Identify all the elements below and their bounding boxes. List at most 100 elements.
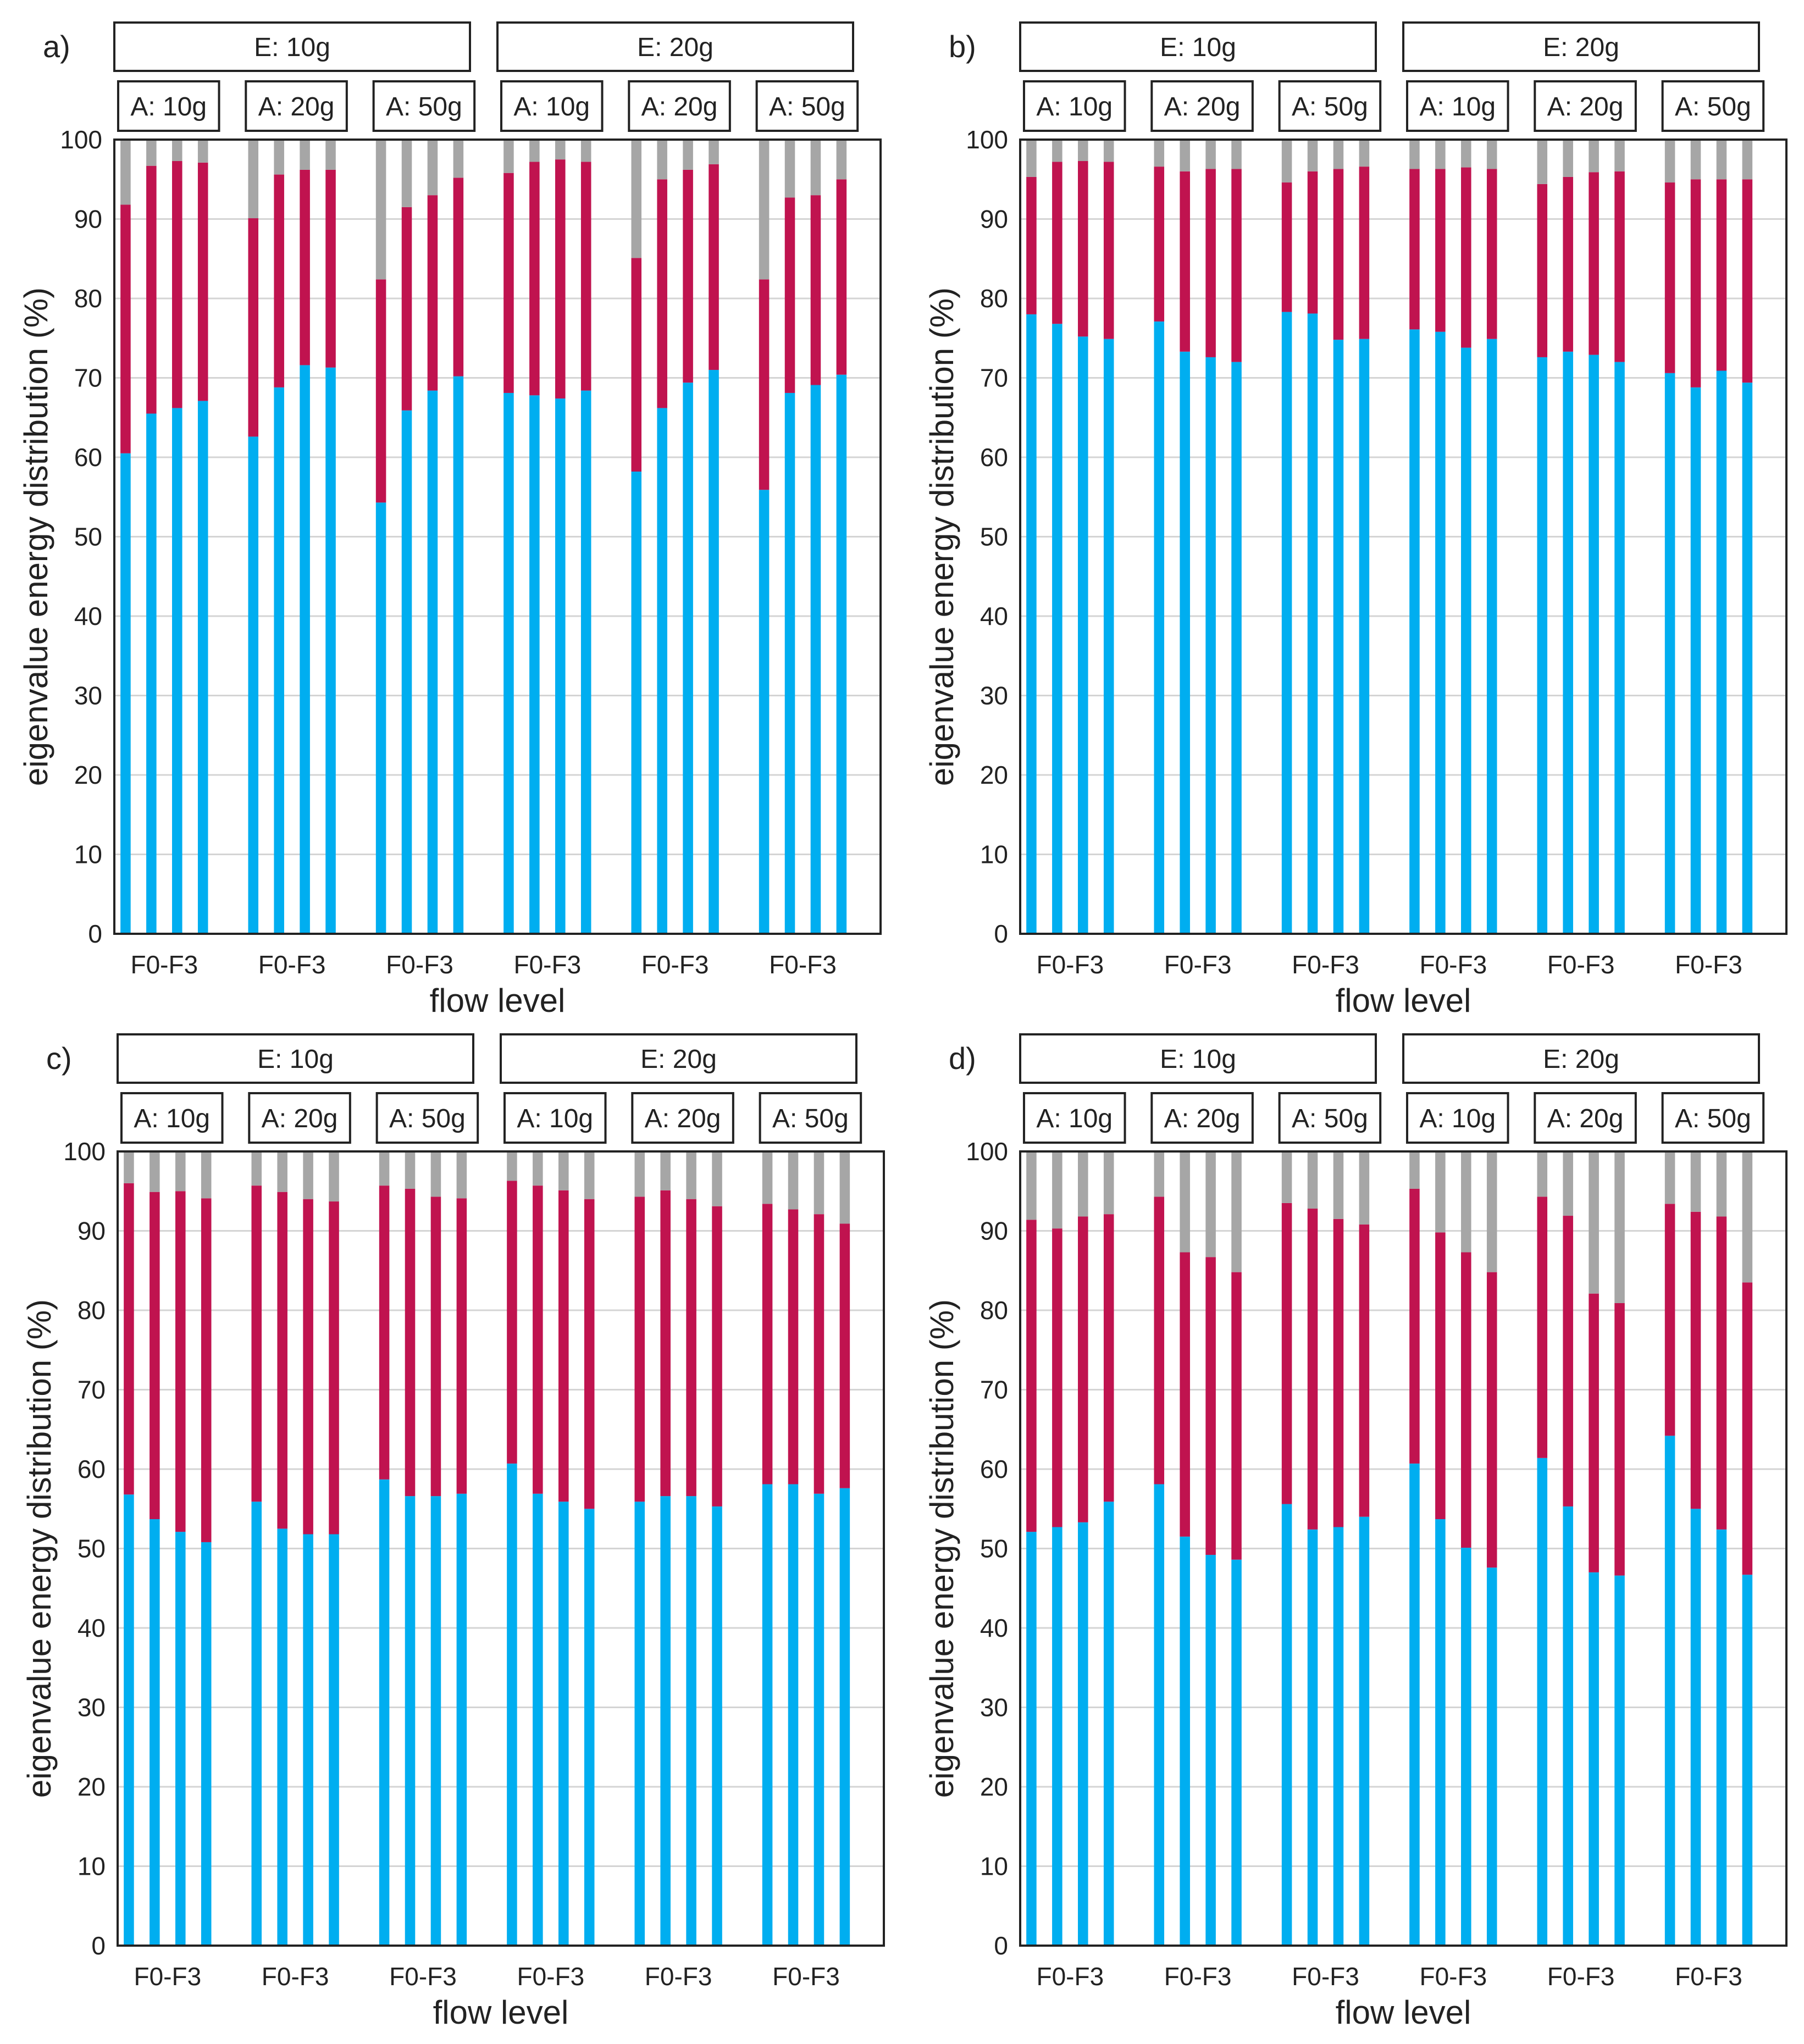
bar-segment-component3 xyxy=(1716,140,1727,180)
y-tick-label: 60 xyxy=(78,1455,106,1483)
a-group-box xyxy=(372,80,476,132)
e-group-label: E: 20g xyxy=(1543,33,1619,62)
bar-segment-component1 xyxy=(762,1484,773,1946)
bar-segment-component2 xyxy=(580,162,591,391)
a-group-label: A: 20g xyxy=(645,1104,721,1133)
bar-segment-component3 xyxy=(1589,140,1599,173)
x-category-label: F0-F3 xyxy=(1292,950,1359,979)
bar-segment-component3 xyxy=(1563,1151,1573,1216)
bar-segment-component1 xyxy=(1664,1436,1675,1946)
bar-segment-component2 xyxy=(788,1209,799,1484)
y-tick-label: 100 xyxy=(60,125,102,154)
bar-segment-component2 xyxy=(303,1199,313,1535)
e-group-box xyxy=(1402,21,1760,72)
e-group-label: E: 10g xyxy=(254,33,330,62)
a-group-box xyxy=(248,1092,351,1144)
bar-segment-component3 xyxy=(507,1151,517,1181)
bar-segment-component1 xyxy=(1435,1519,1446,1946)
a-group-box xyxy=(1022,1092,1126,1144)
bar-segment-component3 xyxy=(1359,1151,1370,1225)
bar-segment-component3 xyxy=(555,140,566,160)
bar-segment-component1 xyxy=(1307,313,1318,934)
bar-segment-component3 xyxy=(379,1151,390,1186)
bar-segment-component3 xyxy=(1103,140,1114,162)
bar-segment-component2 xyxy=(248,218,259,437)
bar-segment-component2 xyxy=(1359,167,1370,339)
bar-segment-component1 xyxy=(1307,1529,1318,1946)
bar-segment-component1 xyxy=(1563,351,1573,934)
bar-segment-component1 xyxy=(1486,339,1497,934)
bar-segment-component3 xyxy=(1409,140,1420,169)
bar-segment-component1 xyxy=(1281,1504,1292,1946)
bar-segment-component2 xyxy=(175,1191,186,1532)
bar-segment-component3 xyxy=(303,1151,313,1199)
bar-segment-component3 xyxy=(1461,140,1471,168)
bar-segment-component1 xyxy=(1664,373,1675,934)
bar-segment-component3 xyxy=(1205,1151,1216,1258)
bar-segment-component3 xyxy=(1359,140,1370,167)
bar-segment-component3 xyxy=(1205,140,1216,169)
a-group-box xyxy=(117,80,220,132)
y-tick-label: 0 xyxy=(994,1931,1008,1960)
bar-segment-component3 xyxy=(1486,140,1497,169)
bar-segment-component2 xyxy=(584,1199,595,1509)
bar-segment-component1 xyxy=(379,1479,390,1946)
bar-segment-component1 xyxy=(1231,1559,1242,1946)
bar-segment-component1 xyxy=(555,398,566,934)
bar-segment-component1 xyxy=(1026,314,1037,934)
bar-segment-component1 xyxy=(631,472,642,934)
bar-segment-component2 xyxy=(555,159,566,399)
e-group-box xyxy=(1019,21,1377,72)
bar-segment-component3 xyxy=(150,1151,160,1192)
y-axis-label: eigenvalue energy distribution (%) xyxy=(923,1299,960,1798)
y-tick-label: 60 xyxy=(980,1455,1008,1483)
bar-segment-component3 xyxy=(175,1151,186,1192)
bar-segment-component1 xyxy=(325,367,336,934)
bar-segment-component3 xyxy=(1154,140,1165,167)
a-group-box xyxy=(375,1092,479,1144)
y-tick-label: 90 xyxy=(78,1217,106,1245)
bar-segment-component2 xyxy=(1716,179,1727,371)
a-group-label: A: 50g xyxy=(769,92,845,121)
bar-segment-component2 xyxy=(1716,1216,1727,1530)
bar-segment-component3 xyxy=(788,1151,799,1210)
y-tick-label: 10 xyxy=(980,1852,1008,1881)
y-tick-label: 70 xyxy=(980,364,1008,392)
bar-segment-component2 xyxy=(660,1190,671,1497)
x-category-label: F0-F3 xyxy=(1292,1962,1359,1991)
y-tick-label: 70 xyxy=(78,1376,106,1404)
panel-a: 0 10 20 30 40 50 60 70 80 90 100 eigenvalue energy … xyxy=(18,21,882,1019)
e-group-label: E: 10g xyxy=(257,1045,334,1074)
bar-segment-component3 xyxy=(300,140,310,170)
bar-segment-component2 xyxy=(1589,1293,1599,1572)
bar-segment-component3 xyxy=(1078,1151,1088,1217)
bar-segment-component1 xyxy=(1154,1484,1165,1946)
bar-segment-component1 xyxy=(712,1506,722,1946)
bar-segment-component2 xyxy=(709,164,719,370)
e-group-label: E: 10g xyxy=(1160,33,1236,62)
bar-segment-component3 xyxy=(1461,1151,1471,1253)
bar-segment-component2 xyxy=(1333,169,1344,340)
e-group-label: E: 20g xyxy=(640,1045,717,1074)
bar-segment-component2 xyxy=(507,1181,517,1464)
bar-segment-component2 xyxy=(430,1197,441,1497)
bar-segment-component2 xyxy=(1026,1220,1037,1532)
y-tick-label: 10 xyxy=(980,840,1008,869)
a-group-box xyxy=(755,80,859,132)
bar-segment-component1 xyxy=(1078,336,1088,934)
bar-segment-component1 xyxy=(251,1502,262,1946)
bar-segment-component1 xyxy=(456,1493,467,1946)
bar-segment-component3 xyxy=(634,1151,645,1197)
y-tick-label: 30 xyxy=(74,682,102,710)
bar-segment-component2 xyxy=(1052,162,1063,324)
bar-segment-component2 xyxy=(1231,169,1242,362)
bar-segment-component2 xyxy=(1589,172,1599,355)
a-group-box xyxy=(1022,80,1126,132)
a-group-label: A: 10g xyxy=(513,92,590,121)
a-group-box xyxy=(500,80,604,132)
bar-segment-component3 xyxy=(124,1151,134,1183)
y-tick-label: 20 xyxy=(980,761,1008,789)
bar-segment-component2 xyxy=(1078,1216,1088,1522)
plot-frame xyxy=(113,139,882,935)
a-group-label: A: 10g xyxy=(1419,92,1496,121)
